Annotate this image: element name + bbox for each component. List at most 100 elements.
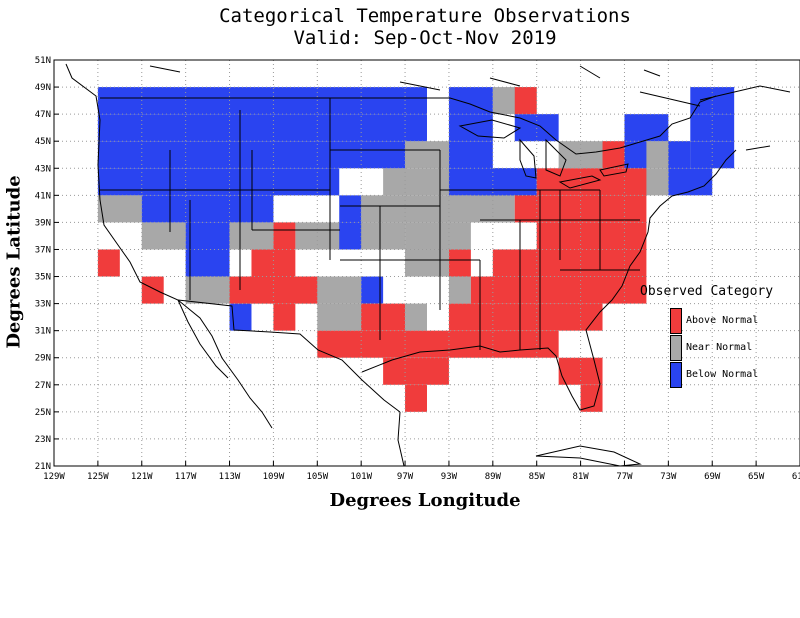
x-tick-label-1: 125W bbox=[87, 472, 109, 482]
cell-above-9 bbox=[405, 384, 427, 412]
cell-below-0 bbox=[97, 87, 427, 115]
x-axis-label: Degrees Longitude bbox=[329, 490, 521, 511]
x-tick-label-7: 101W bbox=[350, 472, 372, 482]
x-tick-label-12: 81W bbox=[572, 472, 589, 482]
great-lakes bbox=[458, 119, 629, 189]
cuba-line bbox=[535, 445, 642, 467]
x-tick-label-5: 109W bbox=[263, 472, 285, 482]
x-tick-label-10: 89W bbox=[485, 472, 502, 482]
y-tick-label-3: 27N bbox=[35, 381, 51, 391]
canada-lines bbox=[149, 65, 791, 151]
cell-near-10 bbox=[405, 222, 471, 250]
x-tick-label-13: 77W bbox=[616, 472, 633, 482]
cell-above-10 bbox=[448, 249, 471, 277]
cell-above-1 bbox=[141, 276, 164, 304]
cell-below-3 bbox=[97, 168, 340, 196]
cell-below-1 bbox=[97, 114, 427, 142]
y-tick-label-9: 39N bbox=[35, 218, 51, 228]
y-tick-label-14: 49N bbox=[35, 83, 51, 93]
cell-below-13 bbox=[624, 114, 669, 142]
cell-below-14 bbox=[624, 141, 647, 169]
cell-below-6 bbox=[185, 249, 230, 277]
cell-above-7 bbox=[317, 330, 559, 358]
plot-frame bbox=[53, 59, 800, 467]
cell-below-18 bbox=[690, 114, 735, 142]
x-tick-label-11: 85W bbox=[529, 472, 546, 482]
gridlines bbox=[53, 59, 800, 467]
y-tick-label-10: 41N bbox=[35, 191, 51, 201]
cell-near-7 bbox=[405, 141, 449, 169]
category-cells bbox=[97, 87, 735, 412]
x-tick-label-2: 121W bbox=[131, 472, 153, 482]
cell-above-18 bbox=[448, 303, 603, 331]
cell-below-2 bbox=[97, 141, 406, 169]
cell-above-13 bbox=[536, 222, 647, 250]
x-tick-label-15: 69W bbox=[704, 472, 721, 482]
legend-label: Near Normal bbox=[686, 342, 753, 353]
y-tick-label-4: 29N bbox=[35, 354, 51, 364]
y-tick-label-8: 37N bbox=[35, 245, 51, 255]
y-tick-label-15: 51N bbox=[35, 56, 51, 66]
cell-below-7 bbox=[448, 87, 493, 115]
cell-below-23 bbox=[229, 303, 252, 331]
cell-below-4 bbox=[141, 195, 274, 223]
cell-above-0 bbox=[97, 249, 120, 277]
legend-swatch bbox=[670, 362, 682, 388]
cell-near-15 bbox=[448, 276, 471, 304]
y-tick-label-13: 47N bbox=[35, 110, 51, 120]
cell-below-10 bbox=[448, 141, 493, 169]
cell-above-8 bbox=[383, 357, 449, 385]
cell-above-6 bbox=[361, 303, 406, 331]
y-tick-label-2: 25N bbox=[35, 408, 51, 418]
us-canada-border bbox=[100, 95, 717, 155]
x-tick-label-4: 113W bbox=[219, 472, 241, 482]
legend-label: Below Normal bbox=[686, 369, 759, 380]
map-subtitle: Valid: Sep-Oct-Nov 2019 bbox=[293, 27, 557, 49]
map-title: Categorical Temperature Observations bbox=[219, 5, 631, 27]
cell-below-22 bbox=[361, 276, 384, 304]
y-tick-label-6: 33N bbox=[35, 300, 51, 310]
y-axis-label-text: Degrees Latitude bbox=[3, 175, 25, 349]
x-tick-label-17: 61W bbox=[792, 472, 800, 482]
cell-below-5 bbox=[185, 222, 230, 250]
cell-above-2 bbox=[273, 222, 296, 250]
cell-near-1 bbox=[141, 222, 186, 250]
cell-near-9 bbox=[361, 195, 515, 223]
cell-above-16 bbox=[602, 141, 625, 169]
cell-above-5 bbox=[273, 303, 296, 331]
cell-near-2 bbox=[229, 222, 274, 250]
boundary-lines bbox=[65, 63, 791, 467]
cell-below-21 bbox=[339, 222, 362, 250]
cell-near-11 bbox=[405, 249, 449, 277]
baja-line bbox=[177, 299, 229, 379]
legend-swatch bbox=[670, 335, 682, 361]
x-tick-label-3: 117W bbox=[175, 472, 197, 482]
cell-below-15 bbox=[668, 141, 691, 169]
y-axis-ticks: 21N 23N 25N 27N 29N 31N 33N 35N 37N 39N 41N 43N 45N 4… bbox=[35, 56, 59, 472]
cell-above-17 bbox=[514, 87, 537, 115]
y-tick-label-5: 31N bbox=[35, 327, 51, 337]
cell-above-11 bbox=[470, 276, 647, 304]
state-lines bbox=[100, 98, 640, 350]
legend-swatch bbox=[670, 308, 682, 334]
y-tick-label-1: 23N bbox=[35, 435, 51, 445]
y-tick-label-0: 21N bbox=[35, 462, 51, 472]
y-tick-label-11: 43N bbox=[35, 164, 51, 174]
cell-above-4 bbox=[229, 276, 318, 304]
us-mexico-border bbox=[177, 299, 401, 413]
x-tick-label-8: 97W bbox=[397, 472, 414, 482]
cell-near-0 bbox=[97, 195, 142, 223]
legend-title: Observed Category bbox=[640, 284, 774, 299]
x-tick-label-9: 93W bbox=[441, 472, 458, 482]
cell-below-8 bbox=[448, 114, 493, 142]
x-tick-label-0: 129W bbox=[43, 472, 65, 482]
legend-label: Above Normal bbox=[686, 315, 759, 326]
cell-below-19 bbox=[690, 141, 735, 169]
y-tick-label-12: 45N bbox=[35, 137, 51, 147]
x-tick-label-6: 105W bbox=[306, 472, 328, 482]
x-tick-label-14: 73W bbox=[660, 472, 677, 482]
cell-below-20 bbox=[339, 195, 362, 223]
west-coast-line bbox=[65, 63, 273, 429]
cell-above-12 bbox=[492, 249, 647, 277]
